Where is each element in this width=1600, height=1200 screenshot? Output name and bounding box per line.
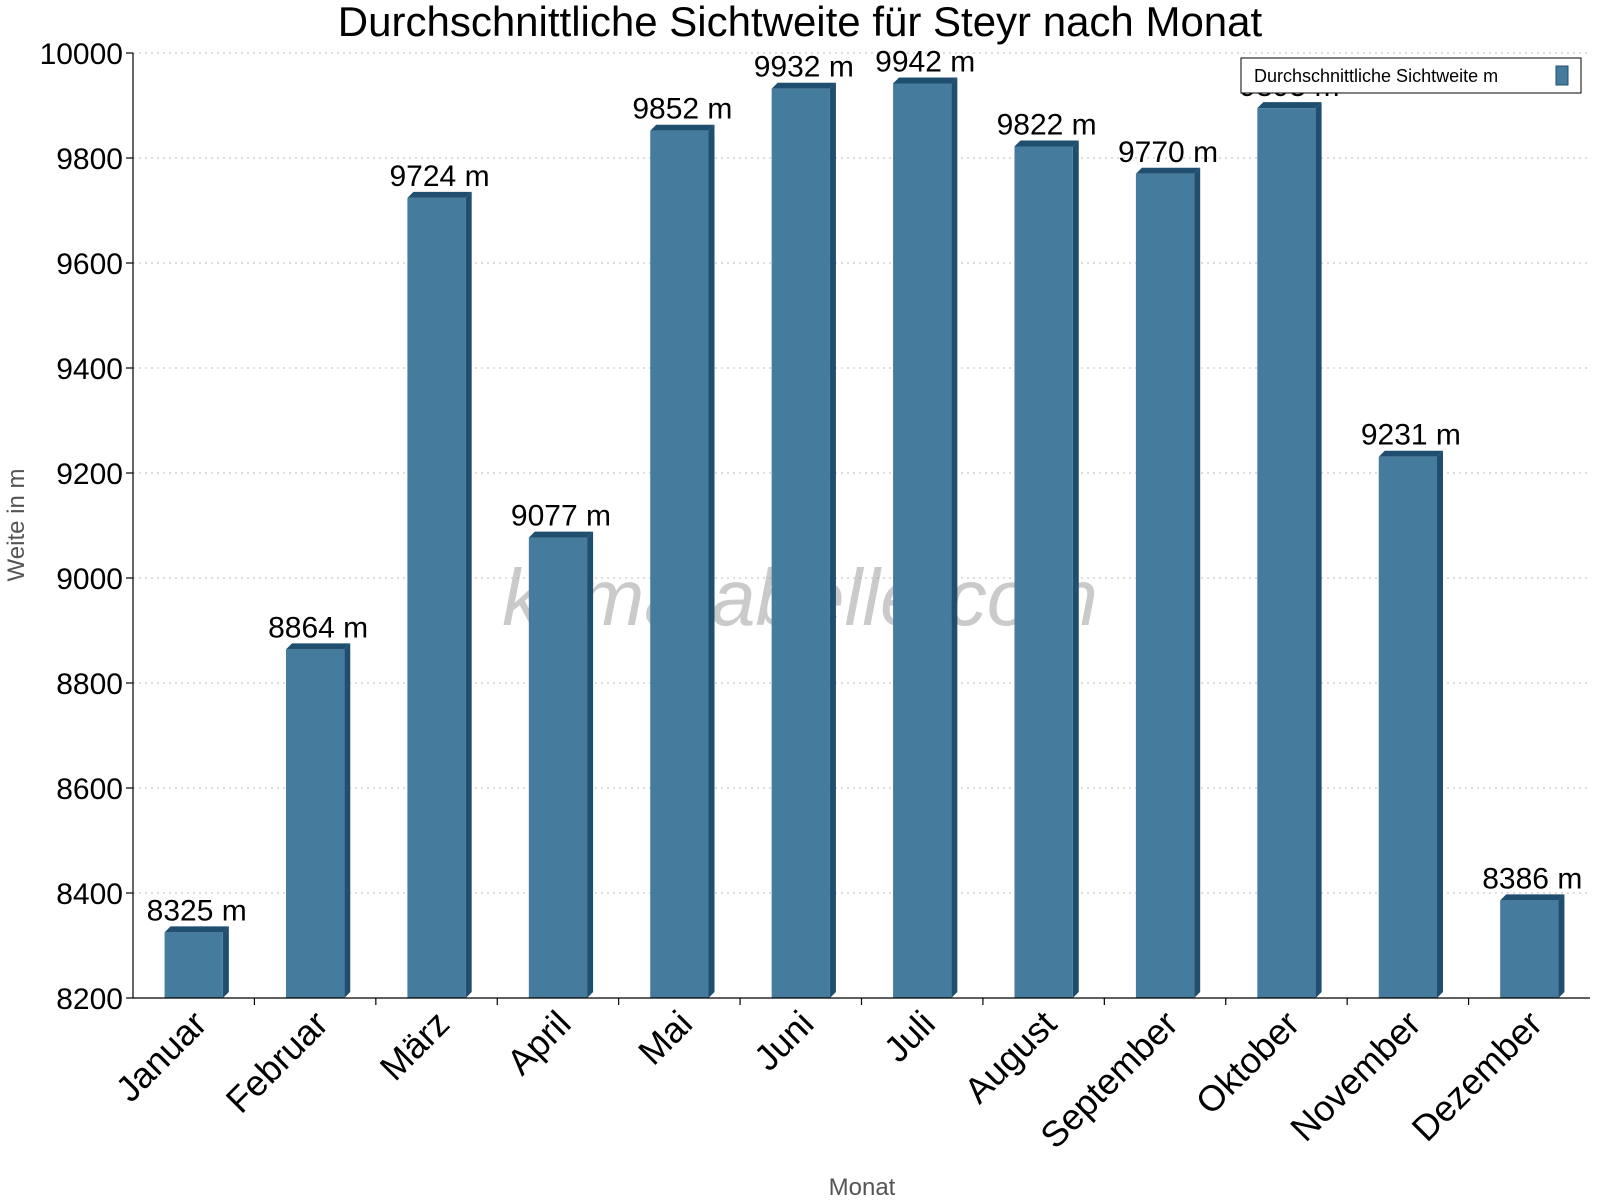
bar-side: [1194, 167, 1201, 998]
data-label: 9724 m: [390, 160, 490, 193]
bar-front: [285, 649, 345, 998]
bar-top: [771, 82, 836, 89]
data-label: 9942 m: [875, 45, 975, 78]
bar-side: [829, 82, 836, 998]
x-tick-label: Januar: [108, 1003, 215, 1110]
x-tick-label: August: [956, 1003, 1064, 1111]
grid-lines: [133, 52, 1590, 894]
data-label: 9932 m: [754, 51, 854, 84]
y-tick-label: 8200: [56, 983, 123, 1016]
bar-top: [528, 531, 594, 538]
legend: Durchschnittliche Sichtweite m: [1240, 57, 1582, 94]
x-axis-label: Monat: [829, 1174, 896, 1200]
y-tick-label: 9000: [56, 563, 123, 596]
y-tick-label: 9800: [56, 143, 123, 176]
bar-front: [407, 197, 466, 998]
bar-front: [528, 537, 588, 998]
data-label: 9822 m: [997, 108, 1097, 141]
bar-front: [1135, 173, 1195, 998]
data-label: 9852 m: [632, 93, 732, 126]
y-tick-label: 8600: [56, 773, 123, 806]
x-tick-label: Juli: [876, 1003, 943, 1070]
bar: [285, 643, 351, 998]
data-label: 9231 m: [1361, 419, 1461, 452]
bar-side: [708, 124, 715, 998]
bar-front: [1378, 456, 1438, 999]
bar-front: [1257, 108, 1316, 998]
y-axis-ticks: 8200 8400 8600 8800 9000 9200 9400 9600 9800 1000…: [40, 38, 133, 1016]
bar-top: [407, 191, 472, 198]
data-label: 8325 m: [147, 894, 247, 927]
bar-top: [893, 77, 958, 84]
data-labels: 8325 m 8864 m 9724 m 9077 m 9852 m 9932 m 9942…: [147, 45, 1583, 927]
x-tick-label: Dezember: [1404, 1003, 1550, 1149]
data-label: 9770 m: [1118, 136, 1218, 169]
y-tick-label: 10000: [40, 38, 123, 71]
bar-top: [1135, 167, 1201, 174]
y-tick-label: 8800: [56, 668, 123, 701]
y-tick-label: 8400: [56, 878, 123, 911]
y-tick-label: 9600: [56, 248, 123, 281]
data-label: 8864 m: [268, 611, 368, 644]
x-tick-label: Februar: [218, 1003, 336, 1121]
x-tick-label: November: [1282, 1003, 1428, 1149]
y-tick-label: 9400: [56, 353, 123, 386]
bar: [1257, 102, 1322, 998]
bar: [1500, 894, 1565, 998]
bar: [1135, 167, 1201, 998]
bar-front: [650, 130, 709, 998]
x-tick-label: April: [499, 1003, 579, 1083]
bar-series: [164, 77, 1565, 999]
chart-title: Durchschnittliche Sichtweite für Steyr n…: [338, 0, 1263, 45]
legend-box: [1240, 57, 1582, 94]
legend-swatch: [1555, 65, 1569, 86]
x-tick-label: März: [372, 1003, 458, 1089]
bar: [771, 82, 836, 998]
data-label: 8386 m: [1482, 862, 1582, 895]
bar-top: [650, 124, 715, 131]
y-tick-label: 9200: [56, 458, 123, 491]
bar-side: [344, 643, 351, 998]
bar-side: [1437, 450, 1444, 999]
bar: [407, 191, 472, 998]
bar-side: [1558, 894, 1565, 998]
x-tick-label: Oktober: [1188, 1003, 1308, 1123]
x-tick-label: Mai: [630, 1003, 700, 1073]
bar-side: [1072, 140, 1079, 998]
legend-label: Durchschnittliche Sichtweite m: [1254, 66, 1498, 86]
bar: [1014, 140, 1079, 998]
bar: [1378, 450, 1444, 999]
x-axis-ticks: Januar Februar März April Mai Juni Juli AugustS…: [108, 998, 1550, 1156]
bar-top: [164, 926, 229, 933]
bar-top: [1257, 102, 1322, 109]
bar-front: [164, 932, 223, 998]
bar-front: [1014, 146, 1073, 998]
data-label: 9077 m: [511, 500, 611, 533]
bar-top: [1014, 140, 1079, 147]
bar-side: [951, 77, 958, 998]
bar-side: [465, 191, 472, 998]
bar: [164, 926, 229, 998]
bar-front: [771, 88, 830, 998]
bar-side: [222, 926, 229, 998]
bar-top: [1378, 450, 1444, 457]
bar: [528, 531, 594, 998]
bar: [893, 77, 958, 998]
bar-front: [893, 83, 952, 998]
y-axis-label: Weite in m: [3, 469, 30, 582]
bar: [650, 124, 715, 998]
bar-front: [1500, 900, 1559, 998]
bar-side: [587, 531, 594, 998]
bar-side: [1315, 102, 1322, 998]
x-tick-label: Juni: [746, 1003, 822, 1079]
bar-top: [1500, 894, 1565, 901]
bar-top: [285, 643, 351, 650]
